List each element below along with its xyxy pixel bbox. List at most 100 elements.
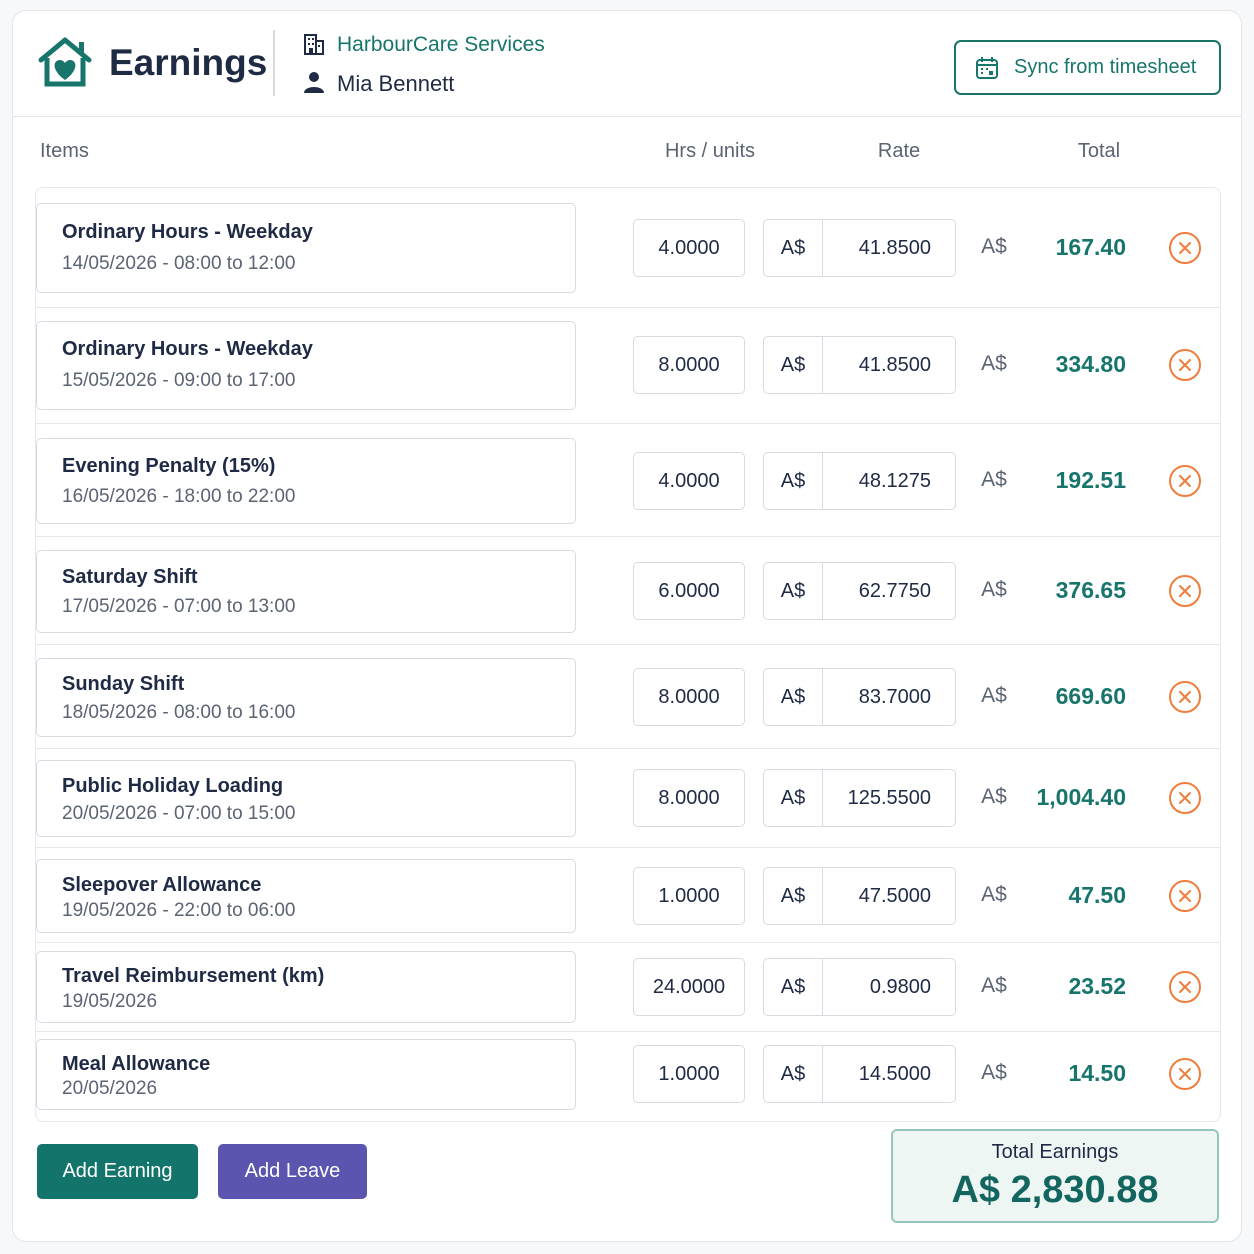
item-detail: 20/05/2026 [62, 1078, 158, 1100]
rate-input[interactable]: 0.9800 [822, 958, 956, 1016]
remove-button[interactable] [1169, 349, 1201, 381]
item-detail: 20/05/2026 - 07:00 to 15:00 [62, 802, 296, 824]
column-header: Hrs / units [664, 140, 756, 162]
row-total: 14.50 [1068, 1060, 1126, 1086]
item-name: Evening Penalty (15%) [62, 455, 276, 478]
rate-currency: A$ [763, 958, 823, 1016]
units-input[interactable]: 6.0000 [633, 562, 745, 620]
rate-input[interactable]: 48.1275 [822, 452, 956, 510]
units-input[interactable]: 1.0000 [633, 1045, 745, 1103]
total-currency: A$ [981, 684, 1007, 707]
item-box [36, 320, 576, 410]
remove-icon [1179, 1068, 1191, 1080]
organisation-name: HarbourCare Services [337, 33, 545, 56]
item-detail: 15/05/2026 - 09:00 to 17:00 [62, 370, 296, 392]
remove-icon [1179, 475, 1191, 487]
remove-button[interactable] [1169, 782, 1201, 814]
item-name: Ordinary Hours - Weekday [62, 338, 313, 361]
item-box [36, 438, 576, 524]
row-total: 192.51 [1055, 467, 1126, 493]
add-leave-button[interactable]: Add Leave [218, 1144, 367, 1199]
rate-currency: A$ [763, 336, 823, 394]
item-box [36, 549, 576, 633]
rate-currency: A$ [763, 452, 823, 510]
rate-currency: A$ [763, 1045, 823, 1103]
house-heart-icon [38, 37, 92, 87]
rate-input[interactable]: 83.7000 [822, 668, 956, 726]
rate-input[interactable]: 62.7750 [822, 562, 956, 620]
remove-button[interactable] [1169, 575, 1201, 607]
row-separator [36, 847, 1220, 848]
row-separator [36, 1031, 1220, 1032]
total-label: Total Earnings [991, 1141, 1119, 1163]
item-box [36, 657, 576, 737]
row-total: 1,004.40 [1036, 784, 1126, 810]
row-separator [36, 644, 1220, 645]
item-detail: 18/05/2026 - 08:00 to 16:00 [62, 701, 296, 723]
units-input[interactable]: 8.0000 [633, 668, 745, 726]
header-border [12, 116, 1242, 117]
item-name: Travel Reimbursement (km) [62, 965, 325, 988]
building-icon [304, 34, 324, 55]
remove-button[interactable] [1169, 681, 1201, 713]
item-box [36, 759, 576, 837]
remove-button[interactable] [1169, 1058, 1201, 1090]
rate-currency: A$ [763, 219, 823, 277]
item-detail: 17/05/2026 - 07:00 to 13:00 [62, 595, 296, 617]
remove-icon [1179, 890, 1191, 902]
units-input[interactable]: 4.0000 [633, 219, 745, 277]
row-total: 167.40 [1055, 234, 1126, 260]
units-input[interactable]: 8.0000 [633, 769, 745, 827]
remove-button[interactable] [1169, 232, 1201, 264]
units-input[interactable]: 4.0000 [633, 452, 745, 510]
remove-icon [1179, 242, 1191, 254]
remove-icon [1179, 359, 1191, 371]
remove-button[interactable] [1169, 465, 1201, 497]
total-currency: A$ [981, 235, 1007, 258]
add-earning-button[interactable]: Add Earning [37, 1144, 198, 1199]
row-total: 47.50 [1068, 882, 1126, 908]
item-detail: 16/05/2026 - 18:00 to 22:00 [62, 486, 296, 508]
rate-input[interactable]: 41.8500 [822, 336, 956, 394]
units-input[interactable]: 1.0000 [633, 867, 745, 925]
column-header: Total [1077, 140, 1121, 162]
rate-input[interactable]: 14.5000 [822, 1045, 956, 1103]
rate-input[interactable]: 47.5000 [822, 867, 956, 925]
page-title: Earnings [109, 42, 268, 83]
row-total: 669.60 [1055, 683, 1126, 709]
item-name: Meal Allowance [62, 1052, 211, 1075]
remove-button[interactable] [1169, 971, 1201, 1003]
row-separator [36, 307, 1220, 308]
item-name: Sleepover Allowance [62, 873, 262, 896]
rate-input[interactable]: 125.5500 [822, 769, 956, 827]
row-separator [36, 748, 1220, 749]
total-box: Total Earnings A$ 2,830.88 [891, 1129, 1219, 1223]
calendar-icon [976, 57, 998, 79]
item-detail: 14/05/2026 - 08:00 to 12:00 [62, 253, 296, 275]
sync-button[interactable]: Sync from timesheet [954, 40, 1221, 95]
item-box [36, 1038, 576, 1110]
remove-icon [1179, 585, 1191, 597]
item-detail: 19/05/2026 [62, 991, 158, 1013]
total-currency: A$ [981, 1061, 1007, 1084]
column-header: Rate [877, 140, 921, 162]
units-input[interactable]: 8.0000 [633, 336, 745, 394]
total-currency: A$ [981, 785, 1007, 808]
item-name: Ordinary Hours - Weekday [62, 221, 313, 243]
remove-button[interactable] [1169, 880, 1201, 912]
row-separator [36, 942, 1220, 943]
item-detail: 19/05/2026 - 22:00 to 06:00 [62, 900, 296, 922]
rate-currency: A$ [763, 562, 823, 620]
rate-currency: A$ [763, 668, 823, 726]
total-currency: A$ [981, 352, 1007, 375]
rate-currency: A$ [763, 867, 823, 925]
item-box [36, 203, 576, 293]
units-input[interactable]: 24.0000 [633, 958, 745, 1016]
rate-input[interactable]: 41.8500 [822, 219, 956, 277]
row-total: 334.80 [1055, 351, 1126, 377]
remove-icon [1179, 691, 1191, 703]
remove-icon [1179, 792, 1191, 804]
row-total: 23.52 [1068, 973, 1126, 999]
rows-container [35, 187, 1221, 1122]
